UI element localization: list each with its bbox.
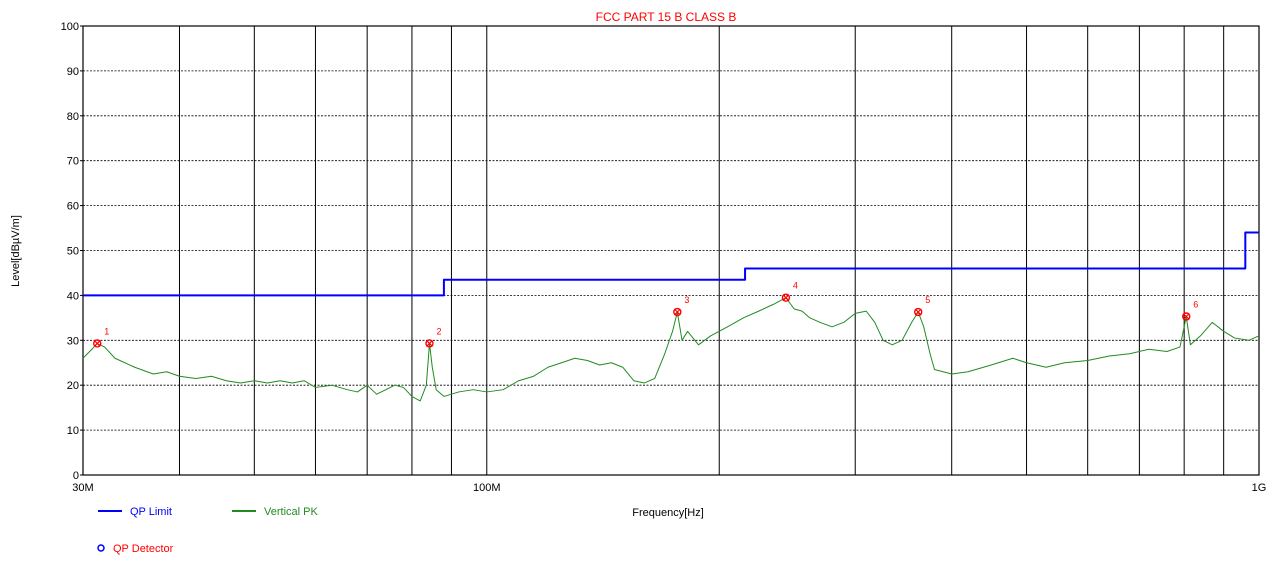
vertical-pk-line	[82, 297, 1260, 402]
peak-marker-5: 5	[914, 295, 930, 317]
peak-marker-4: 4	[781, 281, 798, 302]
peak-marker-1: 1	[93, 326, 109, 348]
legend-label: QP Detector	[113, 543, 174, 555]
marker-cross	[1182, 313, 1190, 320]
legend-vertical-pk: Vertical PK	[232, 506, 318, 518]
grid	[82, 25, 1260, 476]
marker-circle	[673, 307, 682, 317]
marker-cross	[782, 294, 790, 302]
y-tick-label: 30	[67, 335, 79, 347]
marker-cross	[914, 308, 922, 316]
qp-limit-line	[83, 231, 1259, 297]
marker-circle	[914, 307, 923, 317]
marker-cross	[426, 340, 433, 347]
legend-qp-limit: QP Limit	[98, 506, 172, 518]
marker-label: 4	[793, 281, 798, 291]
x-tick-label: 1G	[1252, 482, 1267, 494]
marker-cross	[93, 340, 101, 347]
marker-circle	[1182, 312, 1191, 321]
y-tick-label: 10	[67, 425, 79, 437]
legend: QP Limit Vertical PK QP Detector	[97, 506, 318, 555]
y-tick-label: 90	[67, 66, 79, 78]
legend-label: Vertical PK	[264, 506, 318, 518]
x-tick-label: 30M	[72, 482, 93, 494]
y-tick-label: 20	[67, 380, 79, 392]
series	[82, 231, 1260, 402]
legend-label: QP Limit	[130, 506, 172, 518]
marker-circle	[781, 293, 791, 302]
y-tick-label: 70	[67, 156, 79, 168]
y-tick-label: 0	[73, 470, 79, 482]
marker-label: 3	[684, 295, 689, 305]
marker-cross	[673, 308, 681, 316]
y-tick-labels: 0 10 20 30 40 50 60 70 80 90 100	[61, 21, 83, 482]
x-axis-label: Frequency[Hz]	[632, 507, 704, 519]
marker-circle	[93, 339, 102, 348]
x-tick-labels: 30M 100M 1G	[72, 482, 1266, 494]
y-tick-label: 100	[61, 21, 79, 33]
y-tick-label: 80	[67, 111, 79, 123]
x-tick-label: 100M	[473, 482, 501, 494]
marker-circle	[425, 339, 434, 348]
legend-swatch	[97, 544, 105, 552]
marker-label: 6	[1193, 300, 1198, 310]
peak-marker-2: 2	[425, 326, 442, 348]
markers: 1 2 3 4 5 6	[93, 281, 1198, 348]
legend-qp-detector: QP Detector	[97, 543, 174, 555]
y-tick-label: 50	[67, 246, 79, 258]
chart-title: FCC PART 15 B CLASS B	[596, 10, 737, 24]
y-tick-label: 40	[67, 290, 79, 302]
y-tick-label: 60	[67, 201, 79, 213]
marker-label: 5	[925, 295, 930, 305]
peak-marker-6: 6	[1182, 300, 1198, 321]
peak-marker-3: 3	[673, 295, 689, 317]
y-axis-label: Level[dBµV/m]	[10, 215, 22, 287]
marker-label: 1	[104, 326, 109, 336]
marker-label: 2	[437, 326, 442, 336]
